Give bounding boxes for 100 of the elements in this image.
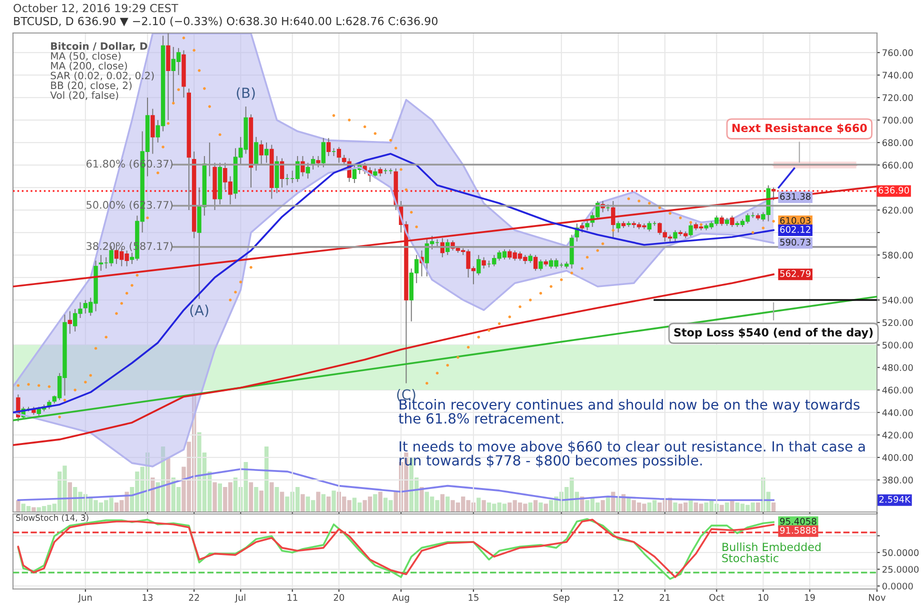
y-tick-label: 680.00 [882,139,913,146]
data-label: 562.79 [780,270,810,277]
bar [446,496,450,512]
bar [300,494,305,512]
candlestick [326,138,331,157]
y-tick-label: 660.00 [882,162,913,169]
bar [326,496,331,512]
y-tick-label: 420.00 [882,432,913,439]
candlestick [264,142,269,164]
y-tick-label: 760.00 [882,49,913,56]
bar [771,502,776,512]
y-tick-label: 400.00 [882,454,913,462]
bar [166,457,170,512]
annotation: Bullish Embedded Stochastic [722,542,820,562]
x-tick-label: 15 [468,594,478,601]
candlestick [306,162,310,180]
x-tick-label: 19 [804,594,815,601]
bar [150,477,155,512]
candlestick [150,108,155,154]
bar [688,500,693,512]
chart-subtitle: BTCUSD, D 636.90 ▼ −2.10 (−0.33%) O:638.30 H:640.00 L:628.76 C:636.90 [14,16,438,27]
y-tick-label: 520.00 [882,319,913,326]
candlestick [585,220,590,231]
candlestick [68,310,72,334]
x-tick-label: Jul [234,594,246,603]
annotation: (A) [190,304,208,318]
line-series [13,152,774,414]
bar [274,487,279,512]
bar [280,492,284,512]
annotation: (B) [236,87,255,100]
candlestick [316,156,320,168]
data-label: 602.12 [780,226,810,233]
y-tick-label: 25.0000 [882,566,919,573]
data-label: 95.4058 [780,518,816,525]
annotation: Bitcoin / Dollar, D [51,42,148,52]
bar [538,502,543,512]
y-tick-label: 0.0000 [882,582,913,590]
x-tick-label: 12 [614,594,624,601]
y-tick-label: 50.0000 [882,549,919,556]
bar [544,504,548,512]
candlestick [476,254,481,276]
bar [321,494,326,512]
annotation: MA (200, close) [51,62,127,71]
annotation: (C) [397,389,416,402]
bar [476,498,481,512]
candlestick [538,259,543,272]
y-tick-label: 500.00 [882,342,913,349]
annotation: Stop Loss $540 (end of the day) [674,328,873,339]
bar [264,446,269,512]
x-tick-label: Aug [392,594,410,603]
candlestick [336,146,342,164]
bar [68,482,72,512]
x-tick-label: 11 [288,594,298,601]
bar [378,492,382,512]
text: 2.594K [879,496,911,503]
candlestick [688,223,693,238]
bar [332,490,336,512]
x-tick-label: Nov [869,594,886,601]
x-tick-label: 22 [188,594,199,601]
bar [420,487,424,512]
bar [756,502,760,512]
bar [218,483,222,512]
y-tick-label: 540.00 [882,296,913,304]
bar [32,507,36,512]
bar [600,500,605,512]
annotation: Vol (20, false) [50,91,118,100]
x-tick-label: 10 [758,594,768,601]
annotation: Next Resistance $660 [732,124,867,134]
candlestick [580,222,584,234]
bar [528,502,532,512]
ref-line-label: 636.90 [878,186,909,194]
bar [254,487,258,512]
annotation: MA (50, close) [51,52,121,61]
x-tick-label: 13 [142,594,153,601]
candlestick [321,138,326,168]
y-tick-label: 460.00 [882,386,913,394]
chart-title: October 12, 2016 19:29 CEST [14,4,178,14]
data-label: 610.03 [780,217,810,224]
candlestick [533,254,538,272]
y-tick-label: 380.00 [882,476,913,484]
bar [440,494,444,512]
bar [212,482,217,512]
candlestick [730,215,734,228]
data-label: 590.73 [780,238,810,246]
chart-title: SlowStoch (14, 3) [16,514,88,522]
candlestick [616,220,620,234]
x-tick-label: 21 [660,594,670,601]
bar [482,500,486,512]
bar [373,494,378,512]
y-tick-label: 440.00 [882,409,913,416]
candlestick [720,215,724,226]
annotation: SAR (0.02, 0.02, 0.2) [50,72,154,80]
bar [720,504,724,512]
y-tick-label: 580.00 [882,252,913,259]
x-tick-label: Jun [78,594,92,603]
annotation: BB (20, close, 2) [51,81,132,90]
candlestick [259,140,264,166]
y-tick-label: 740.00 [882,72,913,79]
candlestick [482,256,486,269]
y-tick-label: 720.00 [882,94,913,102]
